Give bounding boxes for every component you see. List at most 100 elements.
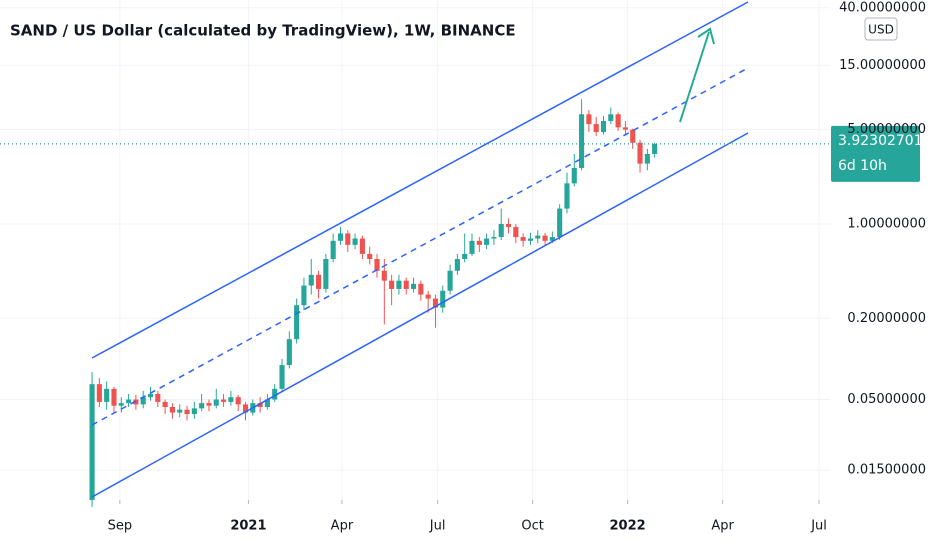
chart-title: SAND / US Dollar (calculated by TradingV… — [10, 22, 516, 40]
candle-body — [403, 280, 409, 289]
currency: USD — [868, 23, 894, 37]
candle-body — [257, 403, 263, 408]
candle-body — [191, 408, 197, 415]
x-tick-label: Jul — [429, 519, 446, 534]
candle-body — [484, 238, 490, 245]
candle-body — [155, 393, 161, 402]
candle-body — [374, 259, 380, 271]
candle-body — [184, 409, 190, 415]
y-tick-label: 0.05000000 — [847, 392, 926, 407]
candles — [89, 99, 658, 507]
candle-body — [301, 285, 307, 306]
candle-body — [111, 388, 117, 406]
candle-body — [272, 388, 278, 400]
currency-box — [864, 17, 898, 41]
drawings — [91, 1, 749, 498]
candle-body — [535, 235, 541, 239]
candle-body — [586, 114, 592, 125]
candle-body — [593, 124, 599, 133]
candle-body — [228, 397, 234, 402]
candle-body — [418, 283, 424, 295]
candle-body — [264, 399, 270, 408]
last-price-label: 3.92302701 — [838, 133, 923, 149]
candle-body — [221, 399, 227, 402]
x-tick-label: Apr — [711, 519, 734, 534]
candle-body — [242, 404, 249, 413]
candle-body — [579, 114, 585, 168]
candle-body — [352, 238, 358, 245]
candle-body — [564, 183, 570, 209]
overlay: 3.92302701 6d 10h — [0, 125, 923, 182]
candle-body — [118, 403, 124, 406]
candle-body — [169, 407, 175, 413]
candle-body — [622, 127, 628, 130]
candle-body — [126, 399, 132, 404]
candle-body — [367, 253, 373, 260]
candle-body — [162, 401, 168, 408]
candle-body — [432, 298, 439, 308]
candle-body — [396, 280, 402, 289]
candle-body — [505, 223, 512, 227]
candle-body — [308, 274, 314, 286]
channel-middle — [91, 67, 749, 426]
candle-body — [140, 397, 146, 405]
candle-body — [549, 237, 555, 241]
candle-body — [410, 283, 417, 289]
x-tick-label: 2021 — [230, 519, 266, 534]
candle-body — [279, 365, 285, 389]
candle-body — [542, 235, 548, 241]
x-tick-label: Oct — [521, 519, 543, 534]
y-tick-label: 1.00000000 — [847, 216, 926, 231]
y-tick-label: 15.00000000 — [839, 58, 926, 73]
candle-body — [323, 259, 329, 289]
countdown-label: 6d 10h — [838, 158, 887, 174]
candle-body — [294, 305, 300, 340]
candle-body — [359, 238, 365, 254]
last-price-box — [831, 125, 920, 182]
candle-body — [527, 238, 533, 241]
x-tick-label: Apr — [331, 519, 354, 534]
candle-body — [491, 237, 497, 239]
candle-body — [389, 280, 395, 289]
candle-body — [96, 384, 102, 402]
candle-body — [315, 274, 322, 289]
candle-body — [462, 253, 468, 260]
candle-body — [469, 240, 475, 254]
candle-body — [440, 290, 446, 308]
candle-body — [235, 397, 241, 405]
candle-body — [286, 339, 292, 366]
candle-body — [608, 114, 614, 121]
candle-body — [615, 114, 621, 128]
candle-body — [206, 403, 212, 406]
candle-body — [345, 233, 351, 245]
x-tick-label: 2022 — [610, 519, 646, 534]
x-tick-label: Jul — [810, 519, 827, 534]
candle-body — [89, 384, 95, 500]
candle-body — [213, 399, 219, 406]
y-tick-label: 0.01500000 — [847, 463, 926, 478]
candle-body — [425, 294, 431, 299]
candle-body — [177, 409, 183, 413]
channel-lower — [91, 132, 749, 498]
candle-body — [513, 226, 519, 238]
x-tick-label: Sep — [108, 519, 133, 534]
candle-body — [147, 393, 154, 398]
y-tick-label: 5.00000000 — [847, 122, 926, 137]
candle-body — [476, 240, 482, 245]
arrow-head — [697, 27, 715, 45]
channel-upper — [91, 1, 749, 359]
candle-body — [520, 237, 526, 241]
candle-body — [630, 129, 636, 143]
candle-body — [571, 167, 577, 184]
arrow-shaft — [679, 31, 710, 123]
candle-body — [104, 388, 110, 402]
candle-body — [199, 403, 205, 409]
candle-body — [330, 240, 336, 260]
candle-body — [652, 143, 658, 155]
candle-body — [644, 154, 650, 164]
candle-body — [637, 142, 643, 164]
candle-body — [337, 233, 344, 241]
candle-body — [454, 259, 460, 271]
candle-body — [381, 270, 387, 281]
